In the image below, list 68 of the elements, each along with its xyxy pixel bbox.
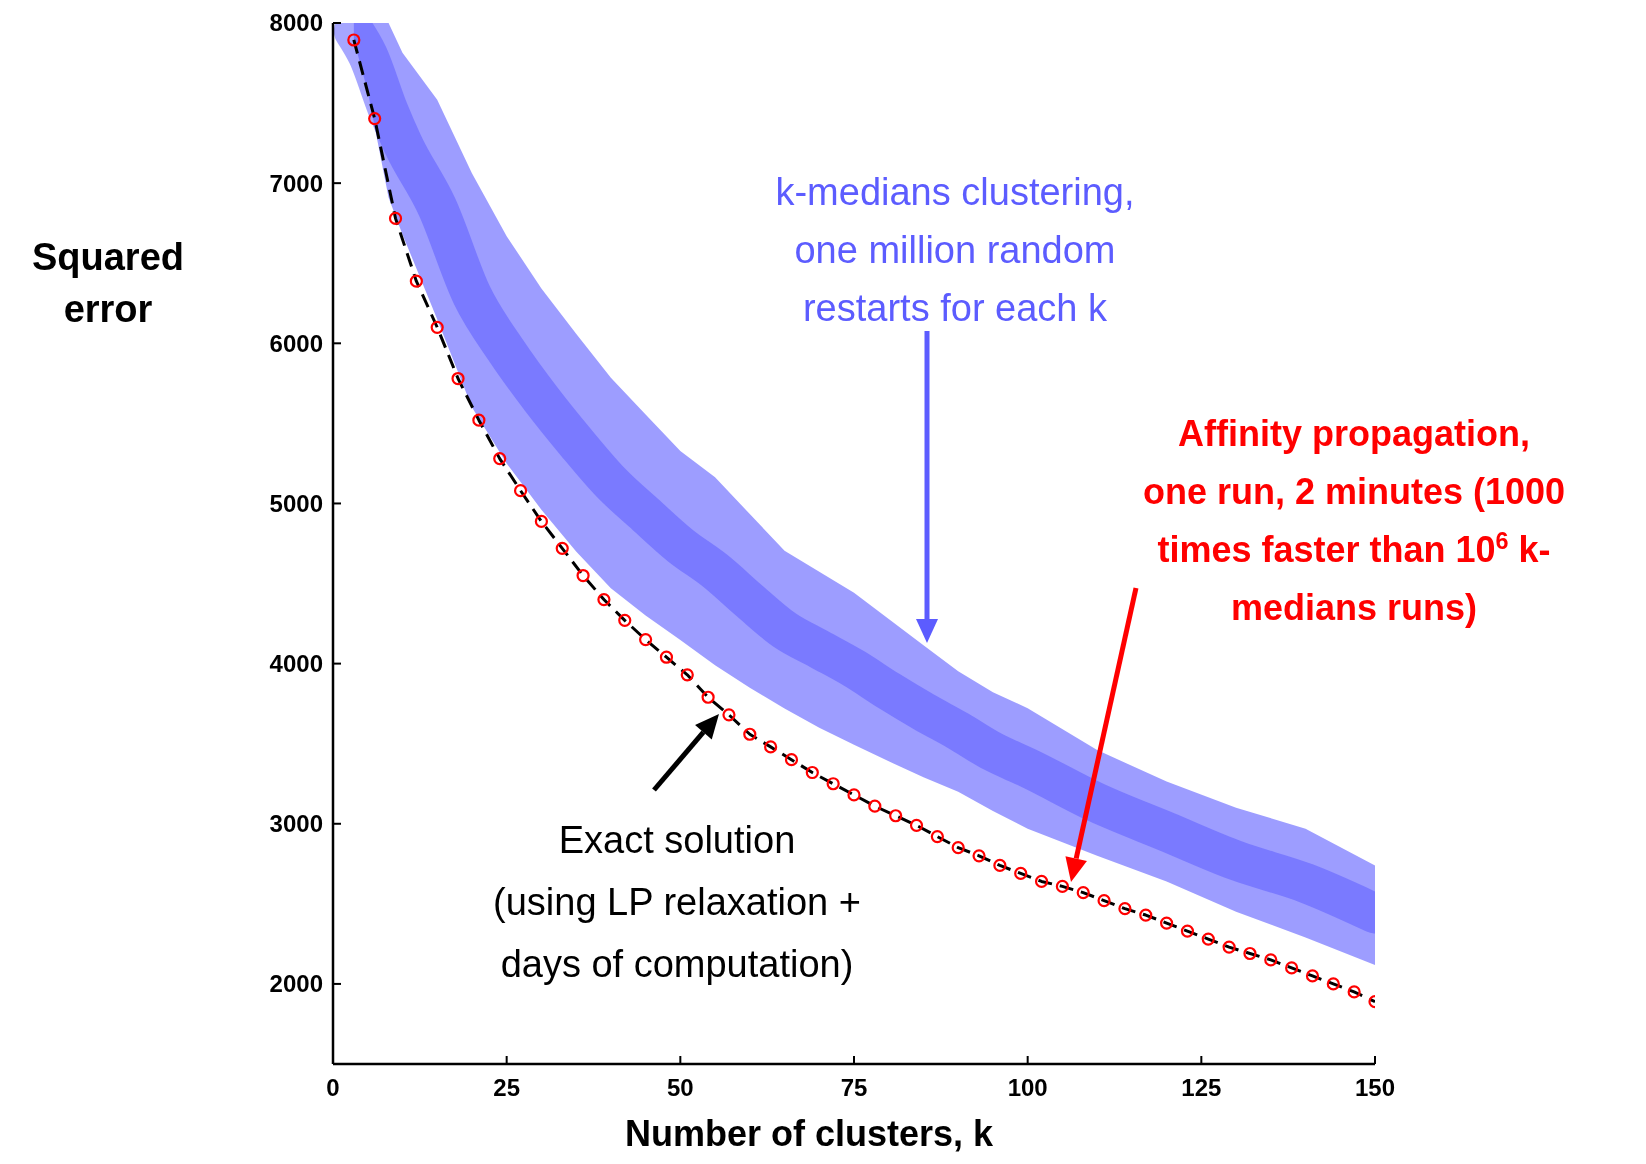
point bbox=[993, 858, 1007, 873]
point bbox=[388, 211, 403, 225]
point bbox=[1076, 886, 1090, 900]
y-tick-label: 5000 bbox=[269, 489, 323, 517]
y-tick-label: 7000 bbox=[269, 169, 323, 197]
point bbox=[368, 112, 382, 126]
point bbox=[805, 765, 819, 780]
x-tick-label: 150 bbox=[1354, 1074, 1396, 1101]
point bbox=[1243, 946, 1257, 961]
x-tick-label: 100 bbox=[1007, 1074, 1048, 1101]
point bbox=[430, 320, 444, 334]
point bbox=[472, 413, 486, 427]
y-tick-label: 2000 bbox=[269, 970, 323, 998]
point bbox=[555, 541, 569, 555]
y-tick-label: 6000 bbox=[269, 329, 323, 357]
y-tick-label: 8000 bbox=[269, 9, 323, 37]
x-tick-label: 125 bbox=[1181, 1074, 1222, 1101]
point bbox=[451, 371, 465, 386]
annotation: k-medians clustering, one million random restarts for each k bbox=[775, 171, 1135, 329]
point bbox=[847, 788, 861, 802]
x-tick-label: 75 bbox=[840, 1074, 868, 1101]
point bbox=[1347, 985, 1361, 999]
point bbox=[513, 484, 528, 498]
point bbox=[889, 809, 903, 823]
point bbox=[1180, 924, 1195, 938]
point bbox=[764, 740, 778, 754]
point bbox=[639, 632, 653, 647]
x-axis-title: Number of clusters, k bbox=[624, 1113, 995, 1154]
point bbox=[868, 799, 882, 813]
x-tick-label: 25 bbox=[493, 1074, 521, 1101]
point bbox=[1097, 894, 1111, 908]
point bbox=[1264, 953, 1278, 967]
point bbox=[972, 849, 986, 863]
point bbox=[1326, 977, 1340, 991]
point bbox=[1305, 969, 1320, 983]
point bbox=[576, 568, 590, 583]
point bbox=[930, 829, 944, 844]
point bbox=[701, 690, 715, 704]
point bbox=[1139, 908, 1153, 922]
x-tick-label: 0 bbox=[326, 1074, 340, 1101]
point bbox=[680, 668, 694, 682]
point bbox=[1285, 961, 1299, 975]
point bbox=[347, 33, 361, 47]
point bbox=[826, 777, 840, 791]
x-tick-label: 50 bbox=[666, 1074, 694, 1101]
point bbox=[659, 650, 674, 664]
point bbox=[597, 592, 611, 607]
point bbox=[1055, 879, 1069, 893]
point bbox=[493, 452, 507, 466]
point bbox=[722, 708, 736, 722]
point bbox=[784, 753, 799, 767]
point bbox=[618, 613, 632, 627]
point bbox=[951, 841, 965, 855]
point bbox=[1118, 902, 1132, 916]
point bbox=[1201, 932, 1215, 946]
point bbox=[534, 514, 548, 528]
y-tick-label: 3000 bbox=[269, 810, 323, 838]
point bbox=[909, 818, 924, 832]
point bbox=[1014, 866, 1028, 881]
point bbox=[1034, 874, 1049, 889]
point bbox=[1222, 940, 1236, 954]
text: Affinity propagation, one run, 2 minutes (1000 times faster than 10$^{6}$ k- medians runs) bbox=[1142, 413, 1566, 628]
point bbox=[1160, 916, 1174, 930]
point bbox=[409, 274, 423, 288]
y-axis-title: Squared error bbox=[31, 236, 185, 330]
y-tick-label: 4000 bbox=[269, 650, 323, 678]
annotation: Exact solution (using LP relaxation + days of computation) bbox=[493, 819, 861, 985]
point bbox=[743, 727, 757, 741]
